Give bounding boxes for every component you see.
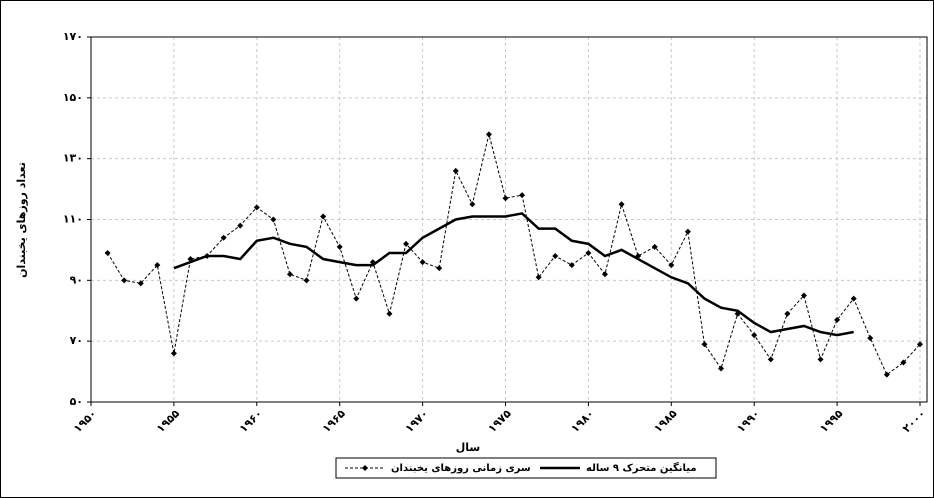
data-point: [834, 316, 841, 323]
data-point: [767, 356, 774, 363]
data-point: [353, 295, 360, 302]
plot-border: [90, 36, 928, 403]
y-axis-title: تعداد روزهای یخبندان: [15, 162, 28, 278]
data-point: [419, 259, 426, 266]
y-tick-label: ۱۷۰: [63, 30, 83, 43]
y-tick-label: ۱۵۰: [63, 91, 83, 104]
data-point: [651, 243, 658, 250]
data-point: [519, 192, 526, 199]
data-point: [552, 253, 559, 259]
data-point: [121, 277, 128, 284]
data-point: [535, 274, 542, 281]
data-point: [386, 310, 393, 317]
data-point: [668, 262, 675, 269]
data-point: [170, 350, 177, 357]
legend-box: [335, 457, 717, 479]
data-point: [784, 310, 791, 317]
data-point: [883, 371, 890, 378]
data-point: [718, 365, 725, 372]
data-point: [104, 249, 111, 256]
data-point: [237, 222, 244, 229]
data-point: [220, 234, 227, 241]
data-point: [867, 335, 874, 342]
legend-marker: [362, 465, 368, 471]
data-point: [502, 195, 509, 202]
data-point: [303, 277, 310, 284]
y-tick-label: ۷۰: [70, 334, 83, 347]
y-tick-label: ۵۰: [70, 395, 83, 408]
data-point: [452, 167, 459, 174]
data-point: [270, 216, 277, 223]
data-point: [137, 280, 144, 287]
data-point: [817, 356, 824, 363]
data-point: [436, 265, 443, 272]
data-point: [320, 213, 327, 220]
data-point: [403, 240, 410, 247]
data-point: [800, 292, 807, 299]
data-point: [469, 201, 476, 208]
data-point: [485, 131, 492, 138]
y-tick-label: ۱۳۰: [63, 152, 83, 165]
data-point: [585, 249, 592, 256]
data-point: [154, 262, 161, 269]
data-point: [850, 295, 857, 302]
data-point: [601, 271, 608, 278]
series-line: [107, 134, 921, 376]
data-point: [336, 243, 343, 250]
y-tick-label: ۱۱۰: [63, 213, 83, 226]
x-axis-title: سال: [456, 441, 481, 454]
data-point: [618, 201, 625, 208]
legend-label: سری زمانی روزهای یخبندان: [391, 463, 531, 474]
data-point: [701, 341, 708, 348]
legend-label: میانگین متحرک ۹ ساله: [586, 461, 697, 474]
series-line: [173, 212, 854, 337]
data-point: [751, 332, 758, 339]
data-point: [286, 271, 293, 278]
data-point: [900, 359, 907, 366]
data-point: [568, 262, 575, 269]
data-point: [684, 228, 691, 235]
data-point: [917, 341, 923, 348]
data-point: [253, 204, 260, 211]
y-tick-label: ۹۰: [70, 273, 83, 286]
